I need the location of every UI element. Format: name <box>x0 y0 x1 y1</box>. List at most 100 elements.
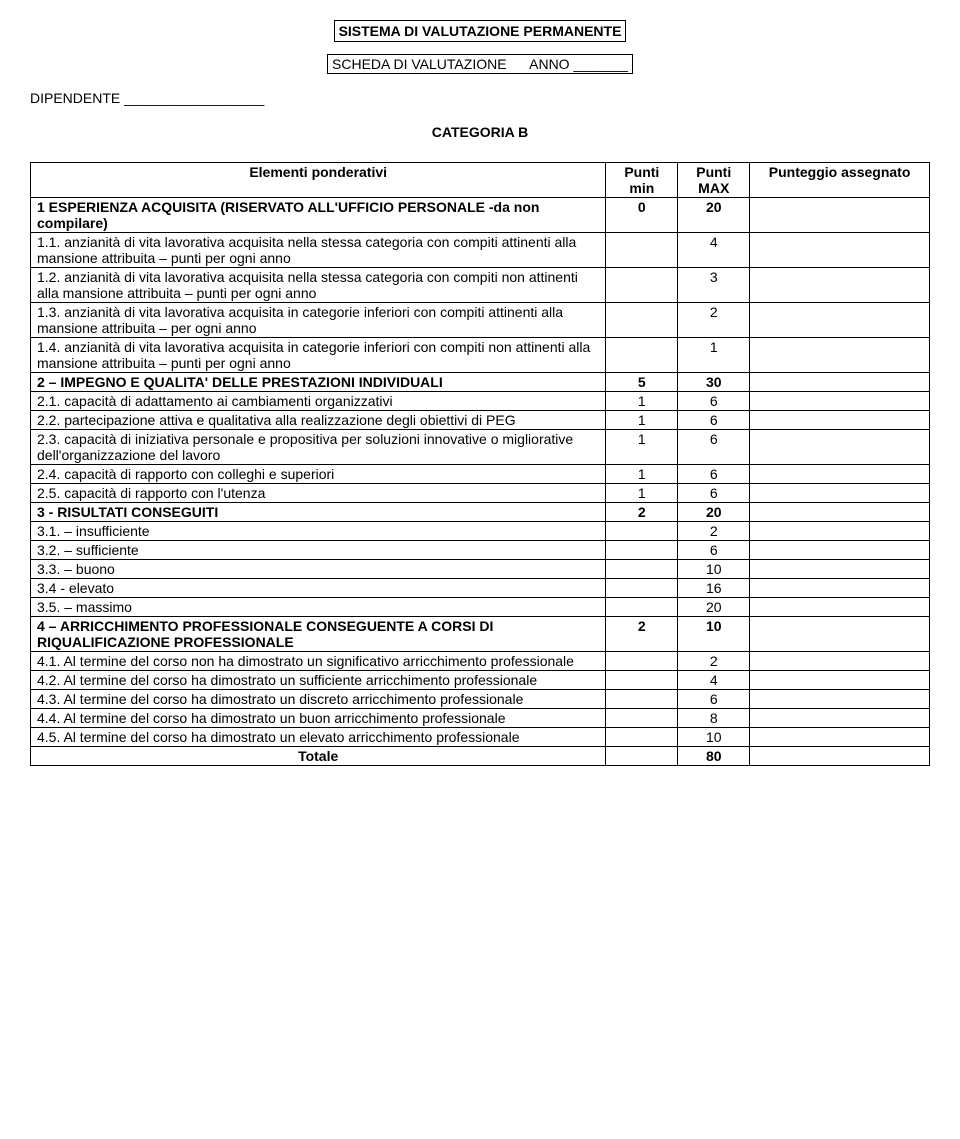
row-desc: 2.1. capacità di adattamento ai cambiame… <box>31 392 606 411</box>
total-max: 80 <box>678 747 750 766</box>
row-max: 6 <box>678 541 750 560</box>
row-assigned <box>750 671 930 690</box>
row-max: 1 <box>678 338 750 373</box>
row-assigned <box>750 484 930 503</box>
table-row: 4.1. Al termine del corso non ha dimostr… <box>31 652 930 671</box>
row-min: 1 <box>606 430 678 465</box>
table-row: 4.3. Al termine del corso ha dimostrato … <box>31 690 930 709</box>
total-label: Totale <box>31 747 606 766</box>
col-punti-min: Punti min <box>606 163 678 198</box>
table-row: 4.4. Al termine del corso ha dimostrato … <box>31 709 930 728</box>
total-min <box>606 747 678 766</box>
row-min: 0 <box>606 198 678 233</box>
row-max: 2 <box>678 522 750 541</box>
row-assigned <box>750 392 930 411</box>
row-max: 16 <box>678 579 750 598</box>
row-min <box>606 268 678 303</box>
row-desc: 3.4 - elevato <box>31 579 606 598</box>
row-max: 6 <box>678 690 750 709</box>
row-min: 1 <box>606 465 678 484</box>
table-row: 4.2. Al termine del corso ha dimostrato … <box>31 671 930 690</box>
row-desc: 1.1. anzianità di vita lavorativa acquis… <box>31 233 606 268</box>
row-min <box>606 338 678 373</box>
row-min <box>606 728 678 747</box>
row-min <box>606 303 678 338</box>
row-max: 20 <box>678 598 750 617</box>
row-desc: 3.1. – insufficiente <box>31 522 606 541</box>
row-min <box>606 671 678 690</box>
row-desc: 3.5. – massimo <box>31 598 606 617</box>
row-desc: 4.2. Al termine del corso ha dimostrato … <box>31 671 606 690</box>
table-row: 1.4. anzianità di vita lavorativa acquis… <box>31 338 930 373</box>
row-min: 2 <box>606 503 678 522</box>
row-assigned <box>750 465 930 484</box>
row-desc: 4.4. Al termine del corso ha dimostrato … <box>31 709 606 728</box>
row-min: 1 <box>606 484 678 503</box>
row-assigned <box>750 268 930 303</box>
row-assigned <box>750 541 930 560</box>
row-assigned <box>750 652 930 671</box>
table-row: 1.2. anzianità di vita lavorativa acquis… <box>31 268 930 303</box>
row-max: 3 <box>678 268 750 303</box>
row-assigned <box>750 430 930 465</box>
row-assigned <box>750 728 930 747</box>
row-max: 6 <box>678 392 750 411</box>
row-assigned <box>750 560 930 579</box>
table-row: 3.1. – insufficiente 2 <box>31 522 930 541</box>
row-desc: 2 – IMPEGNO E QUALITA' DELLE PRESTAZIONI… <box>31 373 606 392</box>
row-min <box>606 598 678 617</box>
row-max: 6 <box>678 411 750 430</box>
row-desc: 3.2. – sufficiente <box>31 541 606 560</box>
total-assigned <box>750 747 930 766</box>
row-assigned <box>750 598 930 617</box>
table-row: 3 - RISULTATI CONSEGUITI220 <box>31 503 930 522</box>
subheader-left: SCHEDA DI VALUTAZIONE <box>332 56 507 72</box>
row-desc: 4.1. Al termine del corso non ha dimostr… <box>31 652 606 671</box>
row-max: 10 <box>678 560 750 579</box>
row-max: 4 <box>678 671 750 690</box>
table-row: 2.3. capacità di iniziativa personale e … <box>31 430 930 465</box>
row-max: 30 <box>678 373 750 392</box>
row-assigned <box>750 690 930 709</box>
table-row: 4.5. Al termine del corso ha dimostrato … <box>31 728 930 747</box>
row-min <box>606 233 678 268</box>
row-max: 4 <box>678 233 750 268</box>
table-total-row: Totale 80 <box>31 747 930 766</box>
row-max: 20 <box>678 198 750 233</box>
row-min <box>606 522 678 541</box>
row-max: 8 <box>678 709 750 728</box>
table-row: 2.2. partecipazione attiva e qualitativa… <box>31 411 930 430</box>
row-assigned <box>750 303 930 338</box>
row-min <box>606 560 678 579</box>
subheader-box: SCHEDA DI VALUTAZIONE ANNO _______ <box>327 54 633 74</box>
row-desc: 4.3. Al termine del corso ha dimostrato … <box>31 690 606 709</box>
row-max: 10 <box>678 617 750 652</box>
table-row: 1 ESPERIENZA ACQUISITA (RISERVATO ALL'UF… <box>31 198 930 233</box>
col-punteggio: Punteggio assegnato <box>750 163 930 198</box>
table-row: 4 – ARRICCHIMENTO PROFESSIONALE CONSEGUE… <box>31 617 930 652</box>
valuation-table: Elementi ponderativi Punti min Punti MAX… <box>30 162 930 766</box>
row-desc: 4 – ARRICCHIMENTO PROFESSIONALE CONSEGUE… <box>31 617 606 652</box>
row-assigned <box>750 411 930 430</box>
subheader-right: ANNO _______ <box>529 56 628 72</box>
row-min <box>606 652 678 671</box>
row-min: 1 <box>606 411 678 430</box>
row-assigned <box>750 233 930 268</box>
row-assigned <box>750 617 930 652</box>
row-desc: 4.5. Al termine del corso ha dimostrato … <box>31 728 606 747</box>
row-desc: 1 ESPERIENZA ACQUISITA (RISERVATO ALL'UF… <box>31 198 606 233</box>
row-min <box>606 709 678 728</box>
table-row: 2.5. capacità di rapporto con l'utenza16 <box>31 484 930 503</box>
row-min <box>606 541 678 560</box>
row-max: 6 <box>678 465 750 484</box>
row-desc: 2.3. capacità di iniziativa personale e … <box>31 430 606 465</box>
page-title: SISTEMA DI VALUTAZIONE PERMANENTE <box>334 20 627 42</box>
row-max: 2 <box>678 652 750 671</box>
col-elementi: Elementi ponderativi <box>31 163 606 198</box>
table-row: 2 – IMPEGNO E QUALITA' DELLE PRESTAZIONI… <box>31 373 930 392</box>
table-row: 3.2. – sufficiente 6 <box>31 541 930 560</box>
table-row: 2.1. capacità di adattamento ai cambiame… <box>31 392 930 411</box>
row-assigned <box>750 522 930 541</box>
row-assigned <box>750 373 930 392</box>
row-max: 2 <box>678 303 750 338</box>
